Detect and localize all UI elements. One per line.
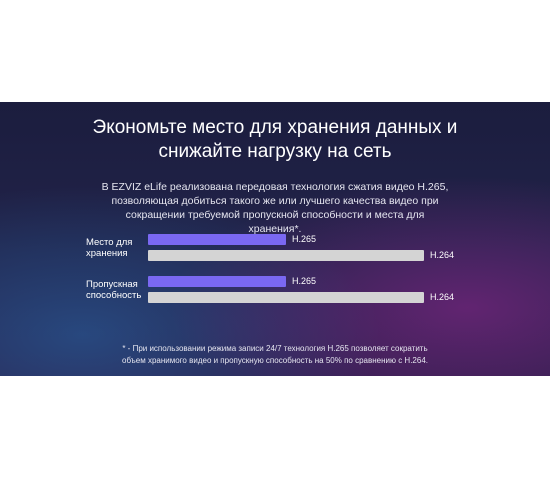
category-label: Место для хранения	[86, 237, 133, 259]
footnote: * - При использовании режима записи 24/7…	[122, 344, 428, 365]
bar-label: H.265	[292, 276, 317, 286]
chart: Экономьте место для хранения данных и сн…	[0, 102, 550, 376]
bar	[148, 250, 424, 261]
bar	[148, 276, 286, 287]
bar-label: H.264	[430, 250, 455, 260]
bar	[148, 234, 286, 245]
bar-label: H.265	[292, 234, 317, 244]
category-label: Пропускная способность	[86, 279, 142, 301]
chart-subtitle: В EZVIZ eLife реализована передовая техн…	[101, 181, 449, 235]
bar	[148, 292, 424, 303]
chart-title: Экономьте место для хранения данных и сн…	[92, 117, 458, 162]
bar-label: H.264	[430, 292, 455, 302]
